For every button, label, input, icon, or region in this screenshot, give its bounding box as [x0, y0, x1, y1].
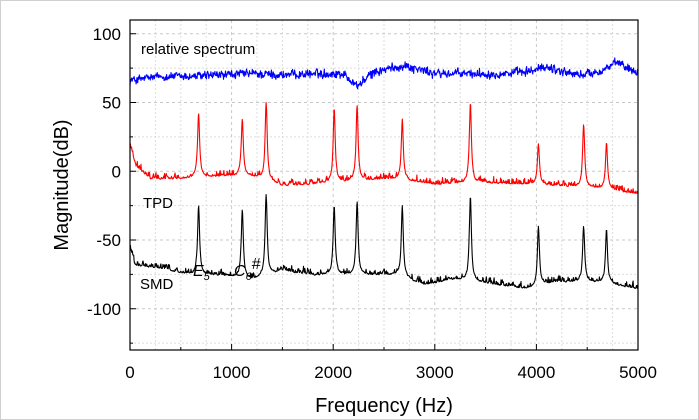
x-tick-label: 3000	[416, 363, 454, 382]
annotation-smd: SMD	[140, 276, 174, 293]
axis-ticks: 0 1000 2000 3000 4000 5000 100 50 0 -50 -100	[87, 25, 657, 382]
y-tick-label: -100	[87, 300, 121, 319]
annotation-e5: E5	[193, 263, 211, 283]
y-tick-label: 100	[93, 25, 121, 44]
c6-subscript: 6	[246, 271, 253, 283]
annotation-tpd: TPD	[143, 195, 173, 212]
series-line-tpd	[129, 101, 639, 194]
x-tick-label: 4000	[517, 363, 555, 382]
x-tick-label: 2000	[314, 363, 352, 382]
c6-base: C	[234, 263, 246, 280]
series-line-relative-spectrum	[129, 57, 639, 90]
grid-lines	[130, 20, 638, 350]
y-tick-label: -50	[96, 231, 121, 250]
e5-base: E	[193, 263, 204, 280]
x-tick-label: 1000	[213, 363, 251, 382]
x-axis-title: Frequency (Hz)	[315, 395, 453, 417]
y-axis-title: Magnitude(dB)	[51, 119, 73, 250]
annotation-relative-spectrum: relative spectrum	[141, 41, 255, 58]
y-tick-label: 0	[112, 162, 121, 181]
c6-sharp: #	[252, 256, 261, 273]
x-tick-label: 5000	[619, 363, 657, 382]
x-tick-label: 0	[125, 363, 134, 382]
annotation-c6-sharp: C6#	[234, 256, 261, 283]
series-line-smd	[129, 194, 639, 289]
series-lines	[129, 57, 639, 289]
e5-subscript: 5	[204, 271, 211, 283]
y-tick-label: 50	[102, 94, 121, 113]
